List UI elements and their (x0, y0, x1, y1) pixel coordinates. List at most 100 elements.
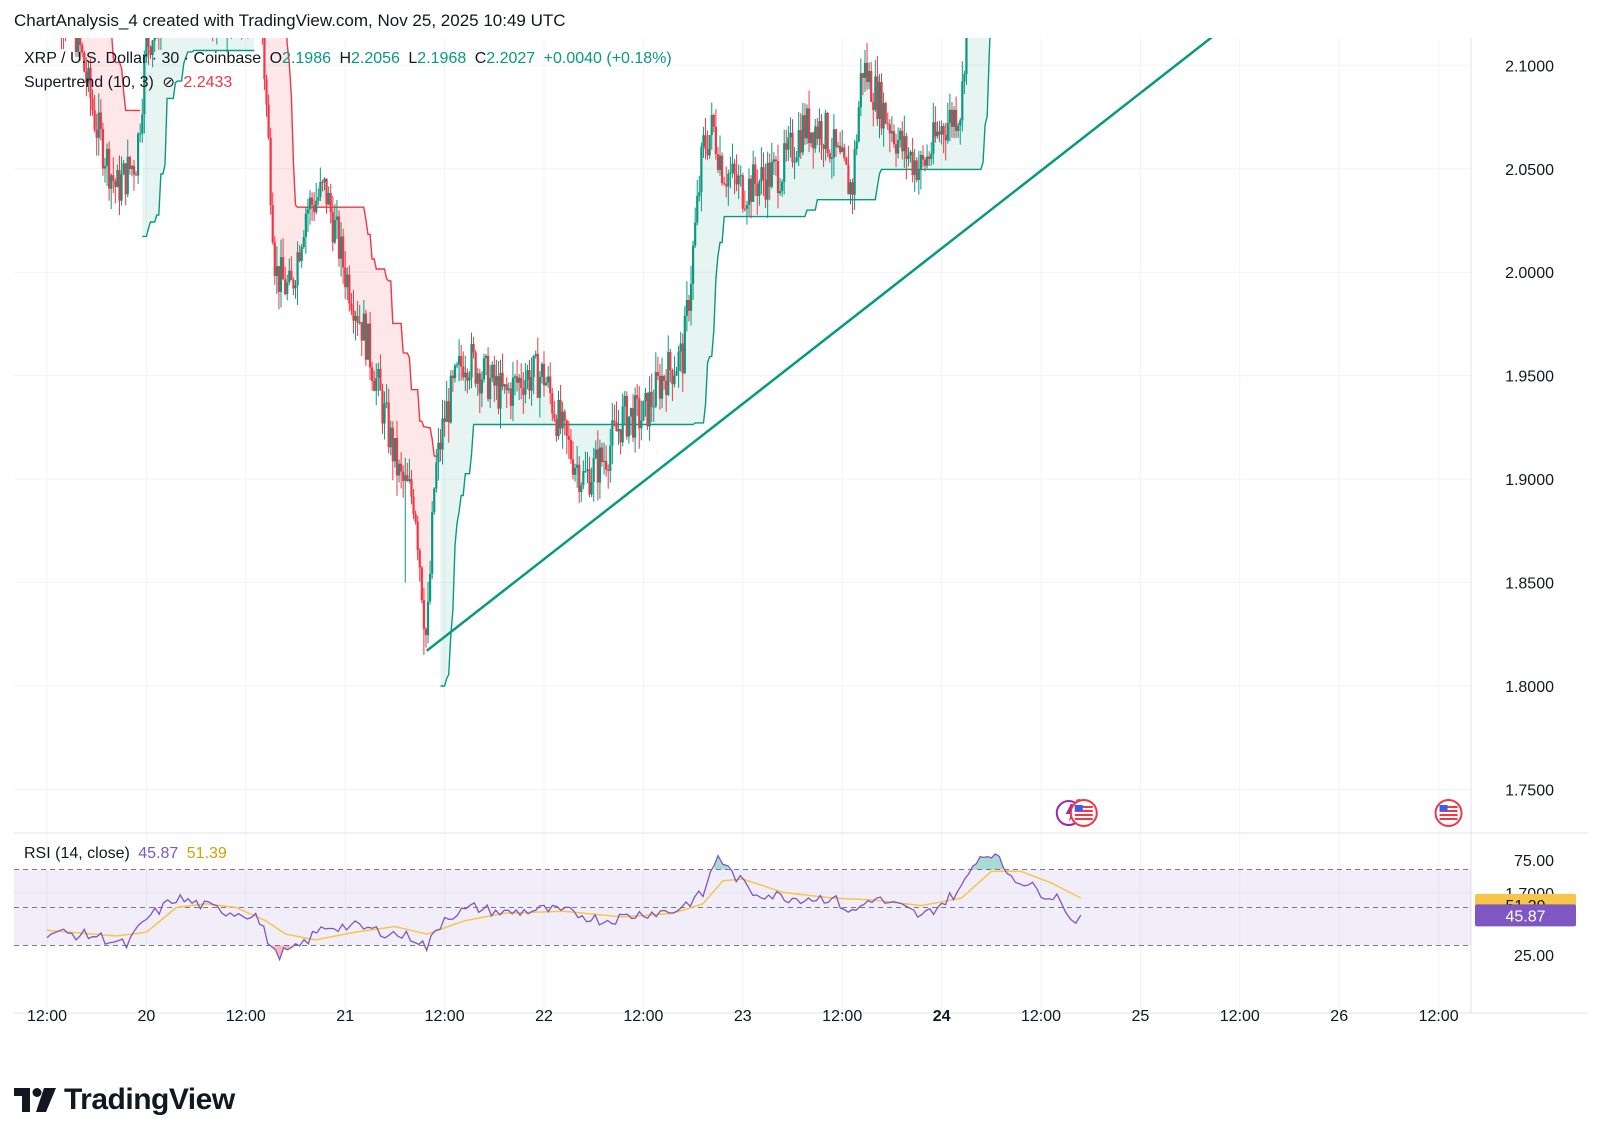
chart-canvas[interactable]: 2.40002.35002.30002.25002.20002.15002.10… (14, 0, 1588, 1058)
candle-body (853, 149, 856, 195)
rsi-legend[interactable]: RSI (14, close) 45.87 51.39 (24, 845, 231, 863)
candle-body (389, 427, 392, 448)
candle-body (594, 449, 597, 458)
candle-body (950, 109, 954, 127)
candle-body (888, 124, 891, 134)
candle-body (457, 356, 461, 365)
candle-body (559, 399, 562, 429)
price-pane (50, 0, 1463, 827)
candle-body (921, 155, 925, 160)
candle-body (735, 173, 738, 185)
candle-body (397, 463, 401, 476)
candle-body (400, 463, 403, 472)
candle-body (482, 358, 486, 380)
candle-body (130, 166, 134, 170)
candle-body (868, 71, 871, 83)
candle-body (118, 170, 121, 201)
candle-body (648, 391, 651, 427)
candle-body (308, 197, 312, 210)
candle-body (913, 160, 916, 176)
supertrend-legend[interactable]: Supertrend (10, 3) ⊘ 2.2433 (24, 73, 236, 92)
candle-body (441, 418, 444, 450)
candle-body (439, 442, 442, 450)
candle-body (507, 388, 510, 391)
candle-body (511, 377, 515, 406)
candle-body (758, 181, 761, 196)
time-tick-label: 12:00 (1419, 1008, 1459, 1025)
candle-body (934, 122, 937, 137)
supertrend-title[interactable]: Supertrend (10, 3) (24, 74, 154, 91)
candle-body (555, 419, 558, 436)
candle-body (540, 363, 544, 378)
high-value: 2.2056 (351, 50, 400, 67)
candle-body (310, 197, 314, 205)
candle-body (557, 399, 560, 436)
rsi-overbought-fill (972, 854, 1004, 870)
candle-body (631, 408, 635, 438)
candle-body (816, 126, 819, 139)
price-tick-label: 1.7500 (1505, 782, 1554, 799)
candle-body (116, 170, 119, 187)
candle-body (406, 475, 409, 481)
symbol-title[interactable]: XRP / U.S. Dollar · 30 · Coinbase (24, 50, 262, 67)
candle-body (789, 132, 792, 138)
candle-body (306, 209, 310, 214)
candle-body (279, 257, 283, 292)
candle-body (375, 377, 378, 391)
candle-body (524, 380, 527, 395)
flag-canton (1074, 805, 1083, 811)
time-tick-label: 12:00 (1021, 1008, 1061, 1025)
candle-body (818, 121, 821, 139)
candle-body (899, 130, 902, 141)
candle-body (495, 376, 498, 386)
supertrend-up-fill (440, 0, 993, 686)
candle-body (745, 205, 749, 209)
symbol-legend[interactable]: XRP / U.S. Dollar · 30 · Coinbase O2.198… (24, 50, 676, 68)
candle-body (348, 274, 351, 304)
candle-body (480, 379, 483, 394)
candle-body (880, 81, 883, 129)
candle-body (872, 101, 875, 110)
supertrend-up-line (440, 0, 994, 687)
candle-body (687, 300, 691, 311)
candle-body (832, 129, 836, 158)
candle-body (584, 470, 587, 472)
candle-body (327, 192, 330, 205)
candle-body (269, 137, 272, 206)
candle-body (87, 67, 90, 83)
rsi-line (46, 853, 1082, 962)
candle-body (857, 107, 860, 142)
candle-body (654, 372, 657, 407)
tradingview-logo[interactable]: TradingView (14, 1083, 235, 1117)
chart-frame[interactable]: 2.40002.35002.30002.25002.20002.15002.10… (14, 0, 1588, 1058)
candle-body (795, 157, 798, 162)
candle-body (426, 601, 430, 636)
candle-body (617, 429, 620, 432)
candle-body (901, 130, 904, 152)
candle-body (335, 216, 339, 220)
candle-body (460, 356, 463, 367)
candle-body (669, 351, 672, 370)
rsi-title[interactable]: RSI (14, close) (24, 845, 130, 862)
candle-body (395, 437, 399, 476)
rsi-value-tag-text: 45.87 (1505, 908, 1545, 925)
supertrend-down-fill (51, 0, 141, 201)
candle-body (489, 378, 492, 400)
eye-off-icon[interactable]: ⊘ (162, 74, 175, 91)
flag-stripe (1074, 806, 1093, 808)
rsi-tick-label: 75.00 (1514, 853, 1554, 870)
candle-body (383, 403, 386, 424)
candle-body (553, 413, 556, 420)
candle-body (503, 384, 506, 387)
candle-body (799, 130, 802, 153)
candle-body (644, 392, 647, 402)
high-label: H (339, 50, 351, 67)
candle-body (486, 355, 490, 400)
candle-body (569, 439, 573, 460)
candle-body (582, 471, 585, 486)
candle-body (414, 514, 417, 522)
candle-body (141, 114, 144, 134)
candle-body (629, 408, 633, 417)
candle-body (290, 270, 293, 281)
candle-body (518, 377, 521, 383)
